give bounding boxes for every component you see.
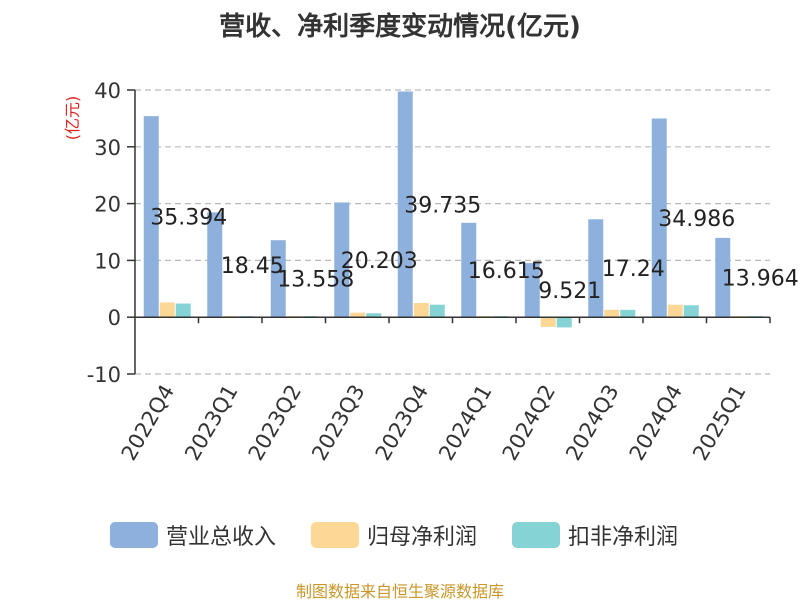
bar-net-profit (350, 312, 366, 318)
x-tick-label: 2024Q2 (498, 381, 560, 465)
legend-swatch-net-profit (311, 522, 359, 548)
data-label: 20.203 (341, 249, 418, 274)
bar-net-profit (159, 302, 175, 318)
x-tick-label: 2023Q4 (371, 381, 433, 465)
legend-label-deducted-profit: 扣非净利润 (568, 525, 679, 550)
bar-net-profit (604, 309, 620, 318)
legend-item-revenue: 营业总收入 (110, 521, 277, 550)
bar-revenue (270, 240, 286, 318)
bar-revenue (651, 118, 667, 318)
data-label: 9.521 (538, 279, 601, 304)
data-label: 13.964 (722, 267, 799, 292)
x-tick-label: 2024Q1 (434, 381, 496, 465)
bar-revenue (143, 116, 159, 318)
data-label: 18.45 (221, 254, 284, 279)
y-tick-label: 10 (94, 249, 121, 273)
bar-deducted-profit (175, 303, 191, 318)
legend-label-revenue: 营业总收入 (166, 525, 277, 550)
bar-revenue (588, 219, 604, 318)
data-label: 39.735 (404, 193, 481, 218)
x-tick-label: 2023Q2 (244, 381, 306, 465)
legend-label-net-profit: 归母净利润 (367, 525, 478, 550)
x-tick-label: 2024Q4 (625, 381, 687, 465)
bar-revenue (715, 237, 731, 318)
data-label: 34.986 (658, 207, 735, 232)
bar-net-profit (667, 304, 683, 318)
data-label: 17.24 (602, 257, 665, 282)
bar-revenue (207, 212, 223, 318)
x-tick-label: 2023Q3 (307, 381, 369, 465)
y-tick-label: 40 (94, 79, 121, 103)
y-tick-label: -10 (87, 363, 121, 387)
bar-revenue (397, 91, 413, 318)
y-tick-label: 20 (94, 193, 121, 217)
x-tick-label: 2024Q3 (561, 381, 623, 465)
x-tick-label: 2023Q1 (180, 381, 242, 465)
legend-swatch-deducted-profit (512, 522, 560, 548)
bar-revenue (524, 263, 540, 318)
bar-revenue (461, 222, 477, 318)
bar-deducted-profit (429, 304, 445, 318)
y-axis-label: (亿元) (63, 96, 82, 141)
bar-deducted-profit (556, 317, 572, 328)
source-note: 制图数据来自恒生聚源数据库 (295, 582, 504, 601)
bar-revenue (334, 202, 350, 318)
bar-deducted-profit (683, 305, 699, 318)
legend-item-net-profit: 归母净利润 (311, 521, 478, 550)
chart-title: 营收、净利季度变动情况(亿元) (219, 12, 581, 42)
bar-net-profit (540, 317, 556, 327)
bar-deducted-profit (620, 309, 636, 318)
legend-item-deducted-profit: 扣非净利润 (512, 521, 679, 550)
y-tick-label: 0 (108, 306, 121, 330)
bar-deducted-profit (366, 313, 382, 318)
data-label: 13.558 (277, 268, 354, 293)
x-tick-label: 2025Q1 (688, 381, 750, 465)
data-label: 16.615 (468, 259, 545, 284)
y-tick-label: 30 (94, 136, 121, 160)
x-tick-label: 2022Q4 (117, 381, 179, 465)
legend-swatch-revenue (110, 522, 158, 548)
bar-net-profit (413, 303, 429, 318)
data-label: 35.394 (150, 206, 227, 231)
